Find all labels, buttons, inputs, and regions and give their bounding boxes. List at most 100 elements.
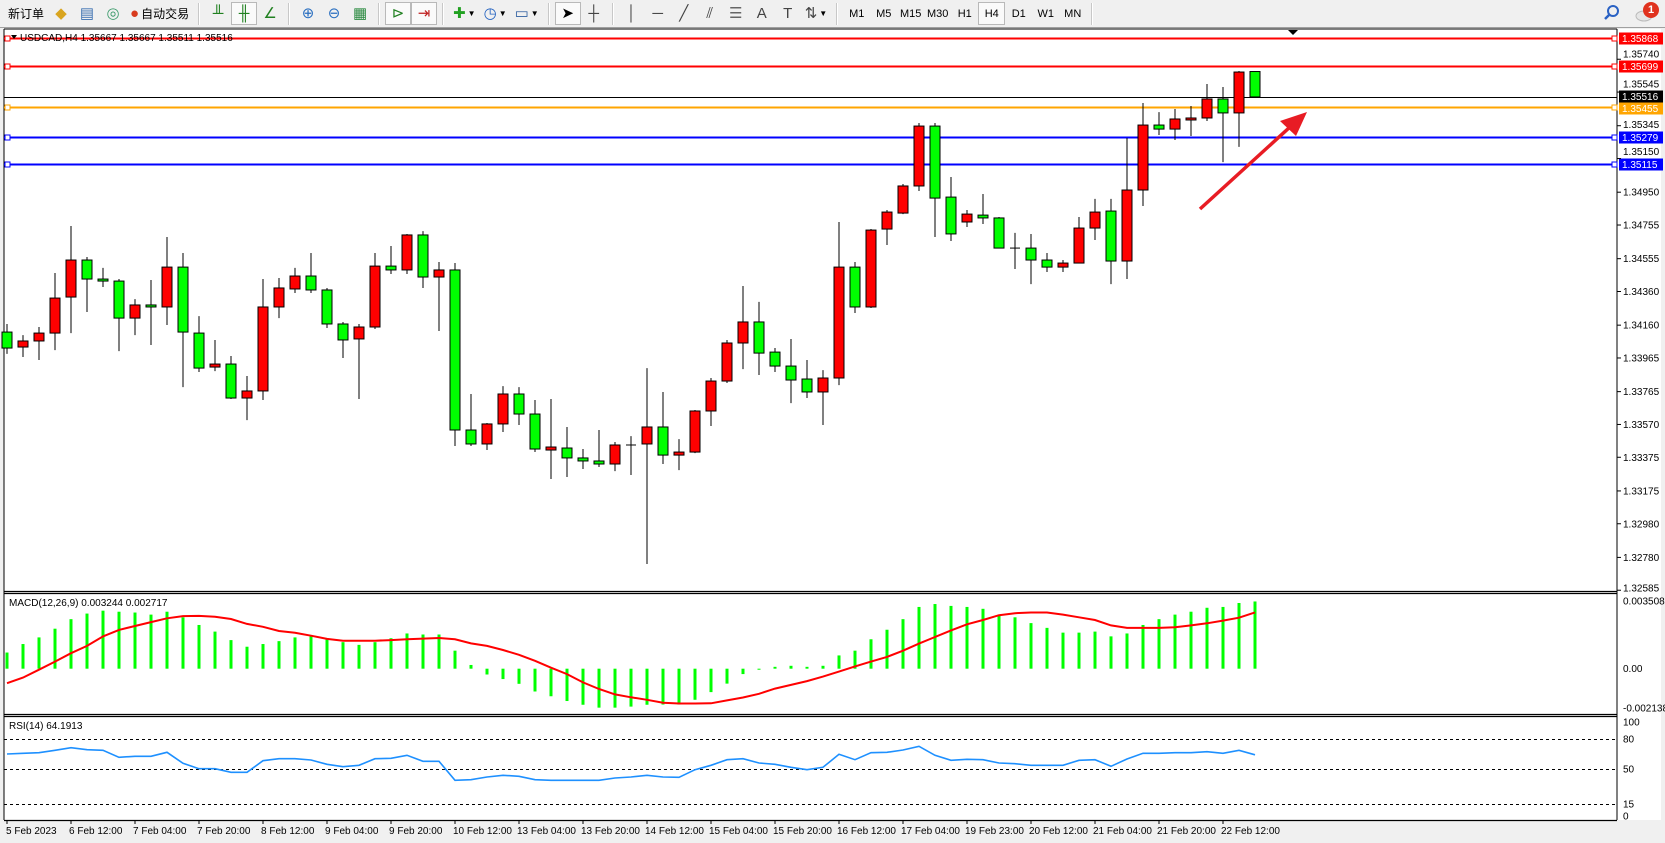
timeframe-m15[interactable]: M15: [900, 7, 922, 20]
level-2-handle-left[interactable]: [4, 104, 11, 111]
candle-body: [785, 365, 797, 381]
text-label-icon: T: [783, 5, 793, 22]
candle-body: [401, 234, 413, 271]
macd-histogram-bar: [213, 631, 217, 669]
chart-shift-button[interactable]: ⇥: [411, 2, 438, 25]
toolbar-button-label: 自动交易: [141, 7, 190, 21]
candle: [1073, 216, 1085, 264]
chart-header-arrow-icon: [11, 35, 17, 39]
timeframe-m30[interactable]: M30: [927, 7, 949, 20]
candle-body: [113, 280, 125, 319]
vertical-line-button[interactable]: │: [619, 2, 645, 25]
chart-header: USDCAD,H4 1.35667 1.35667 1.35511 1.3551…: [20, 33, 233, 44]
text-button[interactable]: A: [749, 2, 775, 25]
level-0-price-box: [1619, 32, 1663, 45]
toolbar-separator: [198, 2, 201, 25]
chart-shift-marker-icon[interactable]: [1288, 30, 1298, 35]
bar-chart-button[interactable]: ╨: [205, 2, 231, 25]
arrows-button[interactable]: ⇅ ▼: [801, 2, 832, 25]
new-order-button[interactable]: 新订单: [2, 2, 48, 25]
price-tick-label: 1.34950: [1623, 188, 1660, 199]
crosshair-button[interactable]: ┼: [581, 2, 607, 25]
macd-histogram-bar: [453, 650, 457, 669]
candle: [65, 226, 77, 334]
auto-trading-button[interactable]: ● 自动交易: [126, 2, 193, 25]
candle: [1249, 71, 1261, 98]
dropdown-arrow-icon[interactable]: ▼: [467, 9, 476, 18]
equidistant-channel-button[interactable]: ⫽: [697, 2, 723, 25]
timeframe-w1[interactable]: W1: [1037, 7, 1054, 20]
timeframe-h1[interactable]: H1: [957, 7, 972, 20]
zoom-in-icon: ⊕: [301, 5, 315, 22]
level-2-handle-right[interactable]: [1611, 104, 1618, 111]
timeframe-m5[interactable]: M5: [876, 7, 892, 20]
candle: [626, 436, 636, 475]
timeframe-m1[interactable]: M1: [849, 7, 865, 20]
candle: [433, 262, 445, 332]
candle-body: [769, 351, 781, 367]
candle: [657, 391, 669, 465]
candle-body: [897, 185, 909, 214]
line-chart-button[interactable]: ∠: [257, 2, 283, 25]
candle-body: [257, 306, 269, 392]
dropdown-arrow-icon[interactable]: ▼: [530, 9, 539, 18]
level-1-handle-right[interactable]: [1611, 63, 1618, 70]
chart-background: [4, 29, 1661, 820]
macd-histogram-bar: [661, 668, 665, 705]
terminal-icon: ▤: [79, 5, 95, 22]
periods-button[interactable]: ◷ ▼: [480, 2, 511, 25]
candle: [1010, 232, 1020, 269]
dropdown-arrow-icon[interactable]: ▼: [498, 9, 507, 18]
level-3-price-label: 1.35279: [1622, 133, 1659, 144]
timeframe-mn[interactable]: MN: [1064, 7, 1082, 20]
search-button[interactable]: [1603, 4, 1621, 22]
horizontal-lines[interactable]: [4, 35, 1618, 168]
level-2-price-box: [1619, 102, 1663, 115]
level-3-handle-left[interactable]: [4, 134, 11, 141]
indicators-button[interactable]: ✚ ▼: [449, 2, 480, 25]
text-label-button[interactable]: T: [775, 2, 801, 25]
signals-button[interactable]: ◎: [100, 2, 126, 25]
level-3-handle-right[interactable]: [1611, 134, 1618, 141]
macd-histogram-bar: [1013, 617, 1017, 669]
tile-windows-button[interactable]: ▦: [347, 2, 373, 25]
macd-histogram-bar: [293, 637, 297, 669]
zoom-in-button[interactable]: ⊕: [295, 2, 321, 25]
candle-body: [497, 393, 509, 425]
level-4-handle-left[interactable]: [4, 161, 11, 168]
candle: [289, 267, 301, 294]
templates-button[interactable]: ▭ ▼: [511, 2, 543, 25]
macd-histogram-bar: [341, 642, 345, 669]
timeframe-h4[interactable]: H4: [978, 2, 1006, 25]
fibonacci-button[interactable]: ☰: [723, 2, 749, 25]
cursor-button[interactable]: ➤: [554, 2, 581, 25]
price-tick-label: 1.34160: [1623, 321, 1660, 332]
time-label: 21 Feb 20:00: [1157, 826, 1216, 837]
level-0-handle-right[interactable]: [1611, 35, 1618, 42]
level-1-handle-left[interactable]: [4, 63, 11, 70]
timeframe-d1[interactable]: D1: [1011, 7, 1026, 20]
level-0-handle-left[interactable]: [4, 35, 11, 42]
horizontal-line-button[interactable]: ─: [645, 2, 671, 25]
arrow-head-icon[interactable]: [1280, 112, 1307, 136]
candle: [417, 231, 429, 288]
channel-icon: ⫽: [706, 5, 714, 22]
candlestick-chart-button[interactable]: ╫: [231, 2, 258, 25]
level-4-handle-right[interactable]: [1611, 161, 1618, 168]
expert-advisor-button[interactable]: ◆: [48, 2, 74, 25]
zoom-out-button[interactable]: ⊖: [321, 2, 347, 25]
notifications-button[interactable]: 1: [1635, 2, 1659, 24]
dropdown-arrow-icon[interactable]: ▼: [819, 9, 828, 18]
arrow-shaft[interactable]: [1198, 125, 1292, 211]
candle-body: [1201, 98, 1213, 119]
candle: [1025, 233, 1037, 285]
candle-body: [321, 289, 333, 325]
level-4-price-box: [1619, 158, 1663, 171]
market-watch-button[interactable]: ▤: [74, 2, 100, 25]
auto-scroll-button[interactable]: ⊳: [385, 2, 412, 25]
annotation-arrow[interactable]: [1198, 112, 1307, 211]
candle: [481, 422, 493, 451]
trendline-button[interactable]: ╱: [671, 2, 697, 25]
candle: [129, 299, 141, 336]
